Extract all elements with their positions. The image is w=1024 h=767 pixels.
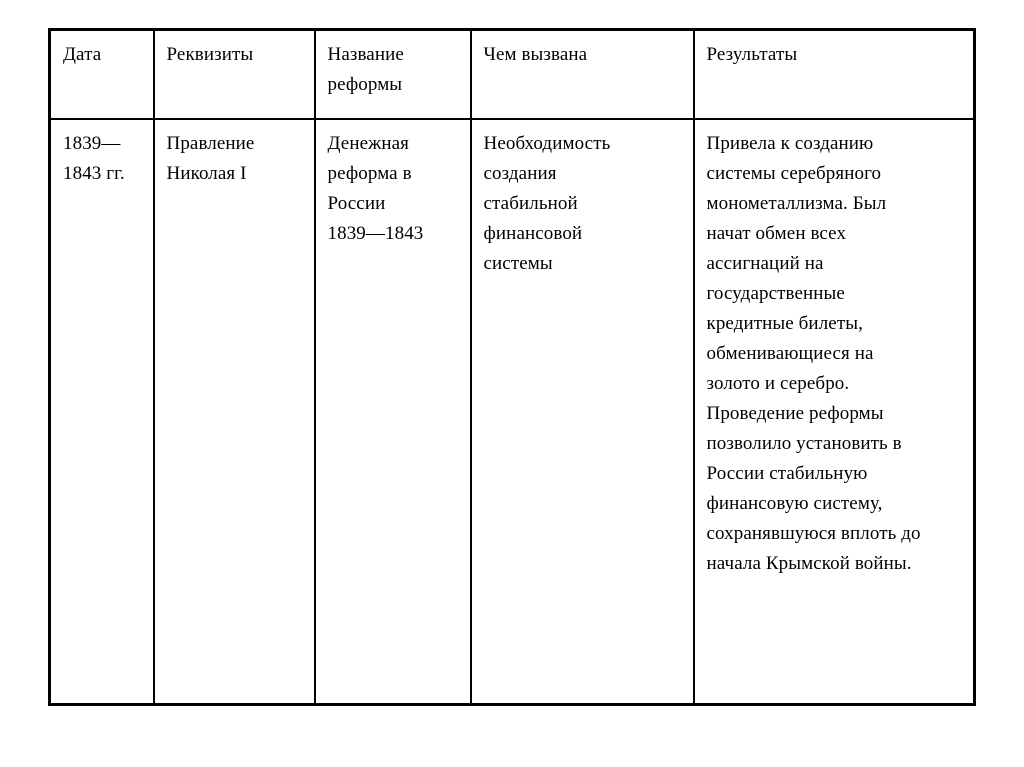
cell-ruler-line-1: Правление bbox=[166, 133, 255, 154]
cell-results-line-1: Привела к созданию bbox=[706, 133, 874, 154]
cell-name-line-2: реформа в bbox=[327, 163, 412, 184]
cell-results-line-10: Проведение реформы bbox=[706, 403, 884, 424]
table-header: Дата Реквизиты Название реформы Чем вызв… bbox=[49, 29, 975, 120]
cell-name-line-4: 1839—1843 bbox=[327, 223, 424, 244]
column-header-name: Название реформы bbox=[314, 29, 472, 120]
cell-results-line-15: начала Крымской войны. bbox=[706, 553, 912, 574]
column-header-date-line-1: Дата bbox=[63, 44, 102, 65]
cell-date-line-1: 1839— bbox=[63, 133, 121, 154]
cell-name-line-1: Денежная bbox=[327, 133, 409, 154]
column-header-date: Дата bbox=[49, 29, 155, 120]
cell-results-line-6: государственные bbox=[706, 283, 845, 304]
cell-cause-line-3: стабильной bbox=[483, 193, 578, 214]
cell-results-line-2: системы серебряного bbox=[706, 163, 882, 184]
cell-results-line-8: обменивающиеся на bbox=[706, 343, 874, 364]
column-header-name-line-2: реформы bbox=[327, 74, 403, 95]
column-header-results: Результаты bbox=[693, 29, 975, 120]
column-header-ruler-line-1: Реквизиты bbox=[166, 44, 254, 65]
column-header-cause: Чем вызвана bbox=[470, 29, 695, 120]
table-header-row: Дата Реквизиты Название реформы Чем вызв… bbox=[49, 29, 975, 120]
column-header-cause-line-1: Чем вызвана bbox=[483, 44, 588, 65]
cell-results-line-13: финансовую систему, bbox=[706, 493, 883, 514]
cell-cause: Необходимость создания стабильной финанс… bbox=[470, 119, 695, 705]
column-header-ruler: Реквизиты bbox=[153, 29, 316, 120]
cell-date: 1839— 1843 гг. bbox=[49, 119, 155, 705]
table-row: 1839— 1843 гг. Правление Николая I Денеж… bbox=[49, 119, 975, 705]
cell-name-line-3: России bbox=[327, 193, 386, 214]
column-header-name-line-1: Название bbox=[327, 44, 404, 65]
cell-ruler: Правление Николая I bbox=[153, 119, 316, 705]
cell-ruler-line-2: Николая I bbox=[166, 163, 247, 184]
column-header-results-line-1: Результаты bbox=[706, 44, 798, 65]
cell-results-line-9: золото и серебро. bbox=[706, 373, 850, 394]
cell-date-line-2: 1843 гг. bbox=[63, 163, 125, 184]
cell-results-line-7: кредитные билеты, bbox=[706, 313, 863, 334]
cell-results-line-4: начат обмен всех bbox=[706, 223, 847, 244]
cell-name: Денежная реформа в России 1839—1843 bbox=[314, 119, 472, 705]
cell-results-line-5: ассигнаций на bbox=[706, 253, 824, 274]
cell-cause-line-1: Необходимость bbox=[483, 133, 611, 154]
cell-results-line-14: сохранявшуюся вплоть до bbox=[706, 523, 921, 544]
cell-results-line-3: монометаллизма. Был bbox=[706, 193, 887, 214]
cell-results: Привела к созданию системы серебряного м… bbox=[694, 119, 975, 705]
cell-cause-line-2: создания bbox=[483, 163, 557, 184]
cell-cause-line-4: финансовой bbox=[483, 223, 583, 244]
cell-results-line-11: позволило установить в bbox=[706, 433, 902, 454]
reform-summary-table: Дата Реквизиты Название реформы Чем вызв… bbox=[48, 28, 976, 706]
cell-results-line-12: России стабильную bbox=[706, 463, 868, 484]
table-body: 1839— 1843 гг. Правление Николая I Денеж… bbox=[49, 119, 975, 705]
cell-cause-line-5: системы bbox=[483, 253, 553, 274]
